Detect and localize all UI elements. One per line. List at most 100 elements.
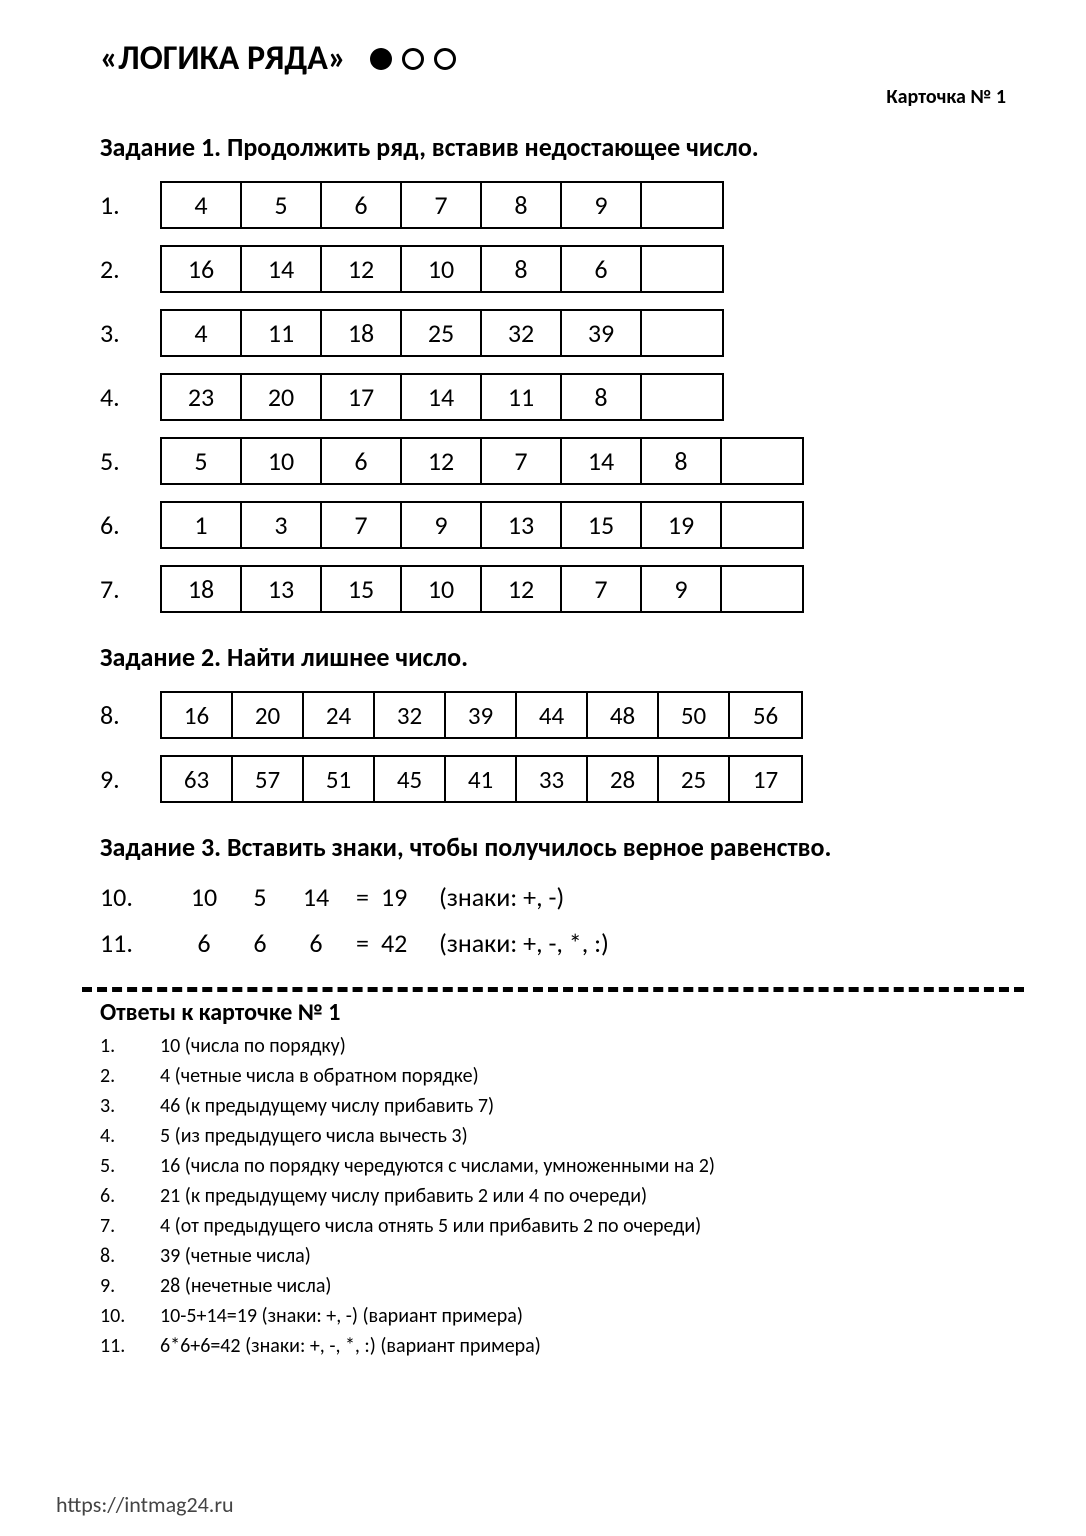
row-number: 5. bbox=[100, 437, 160, 485]
grid-cell: 14 bbox=[242, 247, 322, 291]
grid-cell: 12 bbox=[482, 567, 562, 611]
sequence-row: 2.1614121086 bbox=[100, 245, 1006, 293]
grid-cell: 5 bbox=[242, 183, 322, 227]
equation-operand: 10 bbox=[176, 881, 232, 913]
answer-row: 4.5 (из предыдущего числа вычесть 3) bbox=[100, 1121, 1006, 1151]
task1-title: Задание 1. Продолжить ряд, вставив недос… bbox=[100, 131, 1006, 163]
grid-cell: 20 bbox=[233, 693, 304, 737]
equation-numbers: 10514 bbox=[176, 881, 344, 913]
grid-cell: 7 bbox=[322, 503, 402, 547]
grid-cell: 23 bbox=[162, 375, 242, 419]
grid-cell: 7 bbox=[562, 567, 642, 611]
answer-number: 11. bbox=[100, 1331, 160, 1361]
task2-rows: 8.1620243239444850569.635751454133282517 bbox=[100, 691, 1006, 803]
grid-cell bbox=[722, 567, 802, 611]
answer-row: 6.21 (к предыдущему числу прибавить 2 ил… bbox=[100, 1181, 1006, 1211]
grid-cell: 18 bbox=[162, 567, 242, 611]
equals-sign: = bbox=[344, 927, 381, 959]
grid-cell: 8 bbox=[482, 247, 562, 291]
answer-number: 4. bbox=[100, 1121, 160, 1151]
grid-cell: 15 bbox=[322, 567, 402, 611]
equation-operand: 6 bbox=[288, 927, 344, 959]
number-grid: 41118253239 bbox=[160, 309, 724, 357]
answer-row: 7.4 (от предыдущего числа отнять 5 или п… bbox=[100, 1211, 1006, 1241]
answer-row: 10.10-5+14=19 (знаки: +, -) (вариант при… bbox=[100, 1301, 1006, 1331]
answer-text: 10 (числа по порядку) bbox=[160, 1031, 346, 1061]
grid-cell: 14 bbox=[402, 375, 482, 419]
answer-text: 21 (к предыдущему числу прибавить 2 или … bbox=[160, 1181, 647, 1211]
grid-cell: 6 bbox=[322, 183, 402, 227]
grid-cell: 6 bbox=[562, 247, 642, 291]
answer-row: 11.6*6+6=42 (знаки: +, -, *, :) (вариант… bbox=[100, 1331, 1006, 1361]
grid-cell: 5 bbox=[162, 439, 242, 483]
answer-number: 6. bbox=[100, 1181, 160, 1211]
row-number: 4. bbox=[100, 373, 160, 421]
page-title: «ЛОГИКА РЯДА» bbox=[100, 38, 346, 79]
answer-text: 4 (четные числа в обратном порядке) bbox=[160, 1061, 479, 1091]
answer-number: 8. bbox=[100, 1241, 160, 1271]
grid-cell bbox=[642, 183, 722, 227]
sequence-row: 6.1379131519 bbox=[100, 501, 1006, 549]
row-number: 8. bbox=[100, 691, 160, 739]
answer-number: 5. bbox=[100, 1151, 160, 1181]
answer-number: 3. bbox=[100, 1091, 160, 1121]
grid-cell: 39 bbox=[446, 693, 517, 737]
row-number: 3. bbox=[100, 309, 160, 357]
row-number: 7. bbox=[100, 565, 160, 613]
grid-cell: 14 bbox=[562, 439, 642, 483]
sequence-row: 7.181315101279 bbox=[100, 565, 1006, 613]
grid-cell: 20 bbox=[242, 375, 322, 419]
equation-row: 11.666=42(знаки: +, -, *, :) bbox=[100, 927, 1006, 959]
row-number: 1. bbox=[100, 181, 160, 229]
answer-text: 28 (нечетные числа) bbox=[160, 1271, 331, 1301]
grid-cell: 50 bbox=[659, 693, 730, 737]
equation-hint: (знаки: +, -, *, :) bbox=[431, 927, 609, 959]
card-number: Карточка № 1 bbox=[100, 85, 1006, 109]
grid-cell: 39 bbox=[562, 311, 642, 355]
sequence-row: 5.5106127148 bbox=[100, 437, 1006, 485]
dot-filled-icon bbox=[370, 48, 392, 70]
grid-cell: 32 bbox=[482, 311, 562, 355]
equation-result: 42 bbox=[381, 927, 431, 959]
grid-cell: 16 bbox=[162, 693, 233, 737]
cut-line bbox=[82, 987, 1024, 992]
grid-cell: 25 bbox=[659, 757, 730, 801]
answer-number: 1. bbox=[100, 1031, 160, 1061]
equation-result: 19 bbox=[381, 881, 431, 913]
grid-cell: 8 bbox=[562, 375, 642, 419]
grid-cell: 45 bbox=[375, 757, 446, 801]
answer-text: 10-5+14=19 (знаки: +, -) (вариант пример… bbox=[160, 1301, 523, 1331]
row-number: 2. bbox=[100, 245, 160, 293]
grid-cell: 17 bbox=[730, 757, 801, 801]
grid-cell bbox=[642, 311, 722, 355]
answer-text: 4 (от предыдущего числа отнять 5 или при… bbox=[160, 1211, 701, 1241]
grid-cell bbox=[642, 247, 722, 291]
grid-cell: 13 bbox=[482, 503, 562, 547]
grid-cell: 19 bbox=[642, 503, 722, 547]
grid-cell: 12 bbox=[322, 247, 402, 291]
answer-row: 9.28 (нечетные числа) bbox=[100, 1271, 1006, 1301]
sequence-row: 4.23201714118 bbox=[100, 373, 1006, 421]
sequence-row: 8.162024323944485056 bbox=[100, 691, 1006, 739]
number-grid: 23201714118 bbox=[160, 373, 724, 421]
task3-title: Задание 3. Вставить знаки, чтобы получил… bbox=[100, 831, 1006, 863]
answer-row: 8.39 (четные числа) bbox=[100, 1241, 1006, 1271]
grid-cell: 3 bbox=[242, 503, 322, 547]
dot-empty-icon bbox=[402, 48, 424, 70]
grid-cell: 10 bbox=[402, 567, 482, 611]
grid-cell: 6 bbox=[322, 439, 402, 483]
answer-text: 46 (к предыдущему числу прибавить 7) bbox=[160, 1091, 494, 1121]
answer-text: 6*6+6=42 (знаки: +, -, *, :) (вариант пр… bbox=[160, 1331, 541, 1361]
answer-number: 7. bbox=[100, 1211, 160, 1241]
grid-cell: 9 bbox=[562, 183, 642, 227]
difficulty-dots bbox=[370, 48, 456, 70]
grid-cell: 7 bbox=[402, 183, 482, 227]
sequence-row: 1.456789 bbox=[100, 181, 1006, 229]
grid-cell: 4 bbox=[162, 183, 242, 227]
grid-cell: 24 bbox=[304, 693, 375, 737]
number-grid: 5106127148 bbox=[160, 437, 804, 485]
row-number: 9. bbox=[100, 755, 160, 803]
answers-list: 1.10 (числа по порядку)2.4 (четные числа… bbox=[100, 1031, 1006, 1361]
task3-rows: 10.10514=19(знаки: +, -)11.666=42(знаки:… bbox=[100, 881, 1006, 959]
footer-url: https://intmag24.ru bbox=[56, 1491, 234, 1518]
